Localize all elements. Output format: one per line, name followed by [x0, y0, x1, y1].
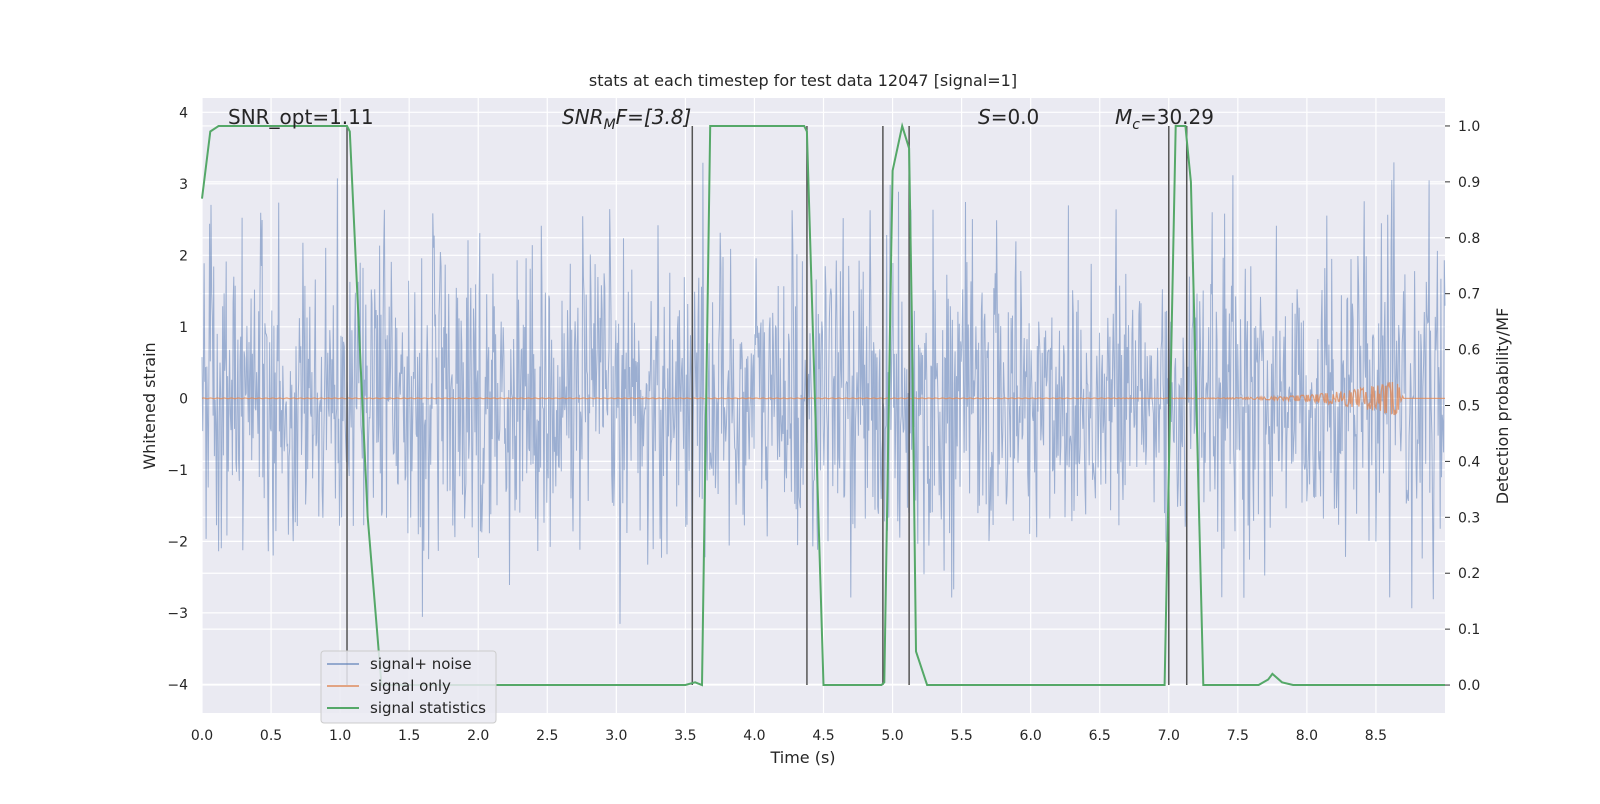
x-tick-label: 7.5	[1227, 728, 1249, 744]
legend-label-signal: signal only	[370, 677, 451, 695]
series-signal-only	[201, 381, 1445, 416]
y-right-tick-label: 0.6	[1458, 343, 1480, 359]
y-right-tick-label: 0.4	[1458, 454, 1480, 470]
y-left-tick-label: −3	[167, 606, 188, 622]
annotation-s-rest: =0.0	[991, 105, 1040, 129]
x-tick-label: 2.5	[536, 728, 558, 744]
annotation-s: S=0.0	[978, 105, 1039, 129]
y-left-tick-label: 4	[179, 105, 188, 121]
x-tick-label: 6.5	[1089, 728, 1111, 744]
y-right-tick-label: 0.5	[1458, 399, 1480, 415]
y-left-tick-label: −2	[167, 534, 188, 550]
x-tick-label: 5.5	[950, 728, 972, 744]
x-tick-label: 6.0	[1020, 728, 1042, 744]
y-left-tick-label: −4	[167, 677, 188, 693]
x-tick-label: 5.0	[881, 728, 903, 744]
annotation-mc-main: M	[1115, 105, 1132, 129]
y-right-tick-label: 0.3	[1458, 510, 1480, 526]
annotation-snr-mf-rest: F=[3.8]	[616, 105, 692, 129]
chart-title: stats at each timestep for test data 120…	[589, 71, 1017, 90]
legend-label-noise: signal+ noise	[370, 655, 472, 673]
x-tick-label: 1.5	[398, 728, 420, 744]
annotation-snr-opt: SNR_opt=1.11	[228, 105, 374, 129]
y-axis-label-right: Detection probability/MF	[1493, 308, 1512, 505]
y-right-tick-label: 0.1	[1458, 622, 1480, 638]
y-left-tick-label: 1	[179, 320, 188, 336]
y-right-tick-label: 0.0	[1458, 678, 1480, 694]
annotation-mc: Mc=30.29	[1115, 105, 1214, 133]
y-left-tick-label: 3	[179, 177, 188, 193]
annotation-snr-mf-main: SNR	[562, 105, 604, 129]
annotation-mc-rest: =30.29	[1140, 105, 1214, 129]
legend: signal+ noise signal only signal statist…	[320, 650, 497, 724]
x-tick-label: 1.0	[329, 728, 351, 744]
legend-label-statistics: signal statistics	[370, 699, 486, 717]
annotation-s-italic: S	[978, 105, 991, 129]
y-right-tick-label: 0.7	[1458, 287, 1480, 303]
x-tick-label: 4.5	[812, 728, 834, 744]
x-tick-label: 0.0	[191, 728, 213, 744]
y-right-tick-label: 0.8	[1458, 231, 1480, 247]
series-signal-statistics	[201, 122, 1445, 687]
x-axis-label: Time (s)	[769, 748, 835, 767]
legend-box	[320, 650, 497, 724]
y-right-tick-label: 0.9	[1458, 175, 1480, 191]
series-signal-noise	[201, 162, 1446, 624]
x-tick-label: 4.0	[743, 728, 765, 744]
x-tick-label: 3.0	[605, 728, 627, 744]
annotation-mc-sub: c	[1132, 117, 1140, 133]
annotation-snr-mf: SNRMF=[3.8]	[562, 105, 691, 133]
y-left-tick-label: 0	[179, 391, 188, 407]
x-tick-label: 0.5	[260, 728, 282, 744]
x-tick-label: 3.5	[674, 728, 696, 744]
x-tick-label: 8.0	[1296, 728, 1318, 744]
x-tick-label: 7.0	[1158, 728, 1180, 744]
x-tick-label: 2.0	[467, 728, 489, 744]
y-axis-label-left: Whitened strain	[140, 342, 159, 469]
y-left-tick-label: −1	[167, 463, 188, 479]
x-tick-label: 8.5	[1365, 728, 1387, 744]
y-right-tick-label: 1.0	[1458, 119, 1480, 135]
y-left-tick-label: 2	[179, 248, 188, 264]
y-right-tick-label: 0.2	[1458, 566, 1480, 582]
annotation-snr-mf-sub: M	[604, 117, 616, 133]
